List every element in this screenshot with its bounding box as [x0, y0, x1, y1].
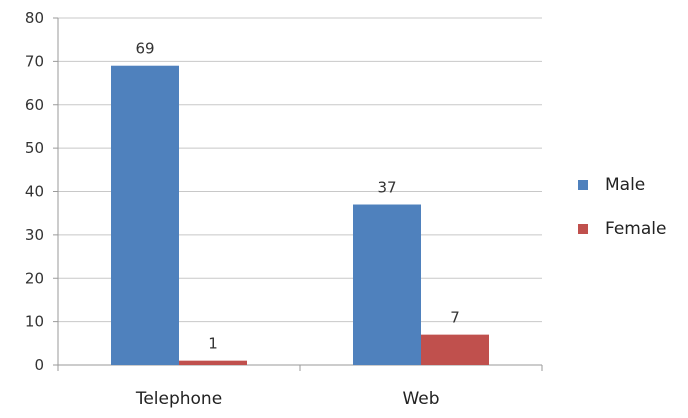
- y-tick-label-60: 60: [25, 96, 44, 114]
- y-tick-label-20: 20: [25, 269, 44, 287]
- y-tick-label-0: 0: [34, 356, 44, 374]
- bar-telephone-female: [179, 360, 247, 365]
- legend-swatch-female: [578, 224, 588, 234]
- legend-swatch-male: [578, 180, 588, 190]
- x-axis-category-labels: Telephone Web: [135, 389, 440, 409]
- legend: Male Female: [578, 175, 666, 239]
- y-tick-label-10: 10: [25, 313, 44, 331]
- x-category-label-telephone: Telephone: [135, 389, 222, 409]
- data-label-telephone-female: 1: [208, 335, 218, 353]
- data-label-telephone-male: 69: [135, 40, 154, 58]
- data-labels: 69 1 37 7: [135, 40, 459, 353]
- y-tick-label-80: 80: [25, 9, 44, 27]
- y-tick-label-50: 50: [25, 139, 44, 157]
- y-axis-tick-labels: 0 10 20 30 40 50 60 70 80: [25, 9, 44, 374]
- bar-web-female: [421, 334, 489, 365]
- data-label-web-male: 37: [377, 179, 396, 197]
- bars: [111, 65, 489, 366]
- x-category-label-web: Web: [402, 389, 439, 409]
- legend-label-male: Male: [605, 175, 645, 195]
- y-tick-label-40: 40: [25, 183, 44, 201]
- legend-label-female: Female: [605, 219, 666, 239]
- data-label-web-female: 7: [450, 309, 460, 327]
- bar-web-male: [353, 204, 421, 365]
- bar-telephone-male: [111, 65, 179, 366]
- y-tick-label-70: 70: [25, 52, 44, 70]
- y-tick-label-30: 30: [25, 226, 44, 244]
